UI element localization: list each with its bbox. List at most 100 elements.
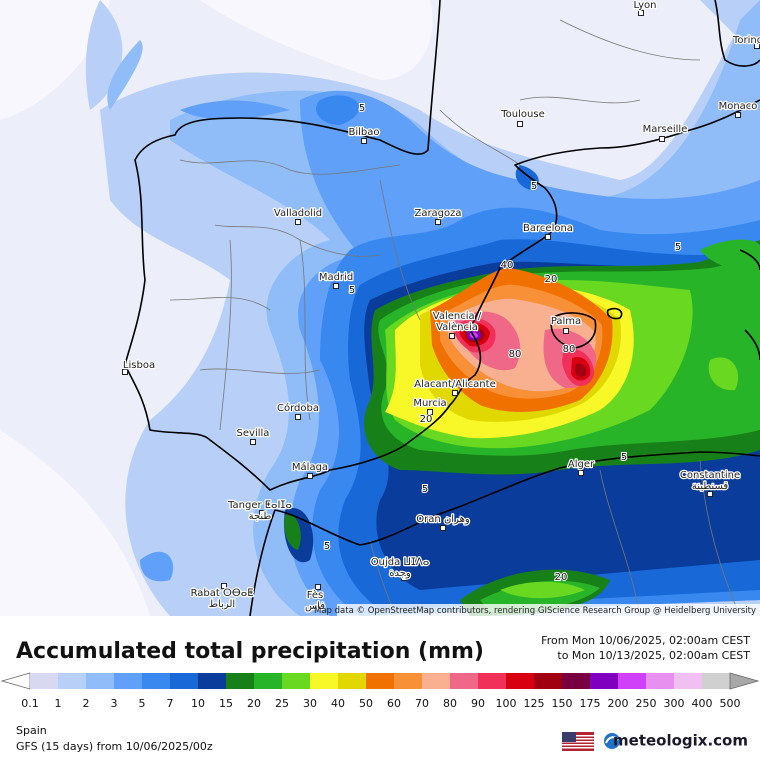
colorbar-label: 400 bbox=[692, 697, 713, 710]
colorbar-label: 60 bbox=[387, 697, 401, 710]
contour-label: 5 bbox=[324, 541, 330, 552]
city-marker bbox=[250, 439, 256, 445]
city-marker bbox=[659, 136, 665, 142]
colorbar-label: 90 bbox=[471, 697, 485, 710]
us-flag bbox=[562, 732, 594, 751]
city-label: Lyon bbox=[633, 0, 656, 11]
city-label: الرباط bbox=[209, 599, 235, 610]
colorbar-swatch bbox=[506, 673, 535, 689]
city-label: Toulouse bbox=[500, 109, 544, 120]
attribution: Map data © OpenStreetMap contributors, r… bbox=[314, 606, 756, 616]
colorbar-swatch bbox=[422, 673, 451, 689]
contour-labels: 5 5 5 5 40 20 20 80 80 5 5 5 20 bbox=[323, 102, 682, 584]
city-label: Valladolid bbox=[274, 208, 322, 219]
colorbar-label: 25 bbox=[275, 697, 289, 710]
map: Lyon Torino Monaco Toulouse Marseille Bilbao V… bbox=[0, 0, 760, 616]
city-label: قسنطينة bbox=[692, 481, 729, 492]
city-label: Rabat ⵔⴱⴰⵟ bbox=[191, 588, 254, 599]
city-marker bbox=[517, 121, 523, 127]
colorbar-label: 3 bbox=[111, 697, 118, 710]
coastlines bbox=[124, 0, 760, 616]
colorbar-label: 5 bbox=[139, 697, 146, 710]
contour-label: 5 bbox=[531, 181, 537, 192]
contour-label: 5 bbox=[422, 484, 428, 495]
colorbar-swatch bbox=[478, 673, 507, 689]
city-marker bbox=[563, 328, 569, 334]
contour-label: 5 bbox=[349, 285, 355, 296]
contour-label: 40 bbox=[501, 260, 514, 271]
colorbar-swatch bbox=[170, 673, 199, 689]
colorbar-label: 200 bbox=[608, 697, 629, 710]
city-label: Bilbao bbox=[348, 127, 379, 138]
city-marker bbox=[295, 414, 301, 420]
city-marker bbox=[221, 583, 227, 589]
city-label: Sevilla bbox=[237, 428, 270, 439]
city-marker bbox=[401, 575, 407, 581]
colorbar-swatch bbox=[142, 673, 171, 689]
city-label: Zaragoza bbox=[414, 208, 461, 219]
city-marker bbox=[122, 369, 128, 375]
colorbar-label: 80 bbox=[443, 697, 457, 710]
legend: Accumulated total precipitation (mm) Fro… bbox=[0, 616, 760, 760]
contour-label: 20 bbox=[555, 572, 568, 583]
contour-label: 20 bbox=[420, 414, 433, 425]
city-label: Monaco bbox=[719, 101, 758, 112]
city-marker bbox=[333, 283, 339, 289]
city-marker bbox=[449, 333, 455, 339]
colorbar-label: 70 bbox=[415, 697, 429, 710]
colorbar-label: 150 bbox=[552, 697, 573, 710]
colorbar-swatch bbox=[646, 673, 675, 689]
city-label: Oran وهران bbox=[416, 514, 470, 525]
colorbar-label: 500 bbox=[720, 697, 741, 710]
colorbar-swatch bbox=[618, 673, 647, 689]
colorbar-label: 300 bbox=[664, 697, 685, 710]
colorbar-swatch bbox=[562, 673, 591, 689]
city-label: Palma bbox=[551, 316, 581, 327]
colorbar: 0.1 1 2 3 5 7 10 15 20 25 30 40 50 60 70 80 90 100 125 150 1… bbox=[0, 672, 760, 710]
city-label: وجدة bbox=[389, 568, 411, 579]
contour-label: 5 bbox=[621, 452, 627, 463]
city-marker bbox=[259, 510, 265, 516]
colorbar-swatch bbox=[534, 673, 563, 689]
contour-label: 20 bbox=[545, 274, 558, 285]
city-label: فاس bbox=[305, 601, 325, 612]
city-marker bbox=[427, 409, 433, 415]
city-marker bbox=[707, 491, 713, 497]
contour-label: 80 bbox=[563, 344, 576, 355]
brand-logo bbox=[604, 733, 620, 749]
colorbar-swatch bbox=[58, 673, 87, 689]
city-label: València bbox=[436, 321, 478, 333]
colorbar-swatch bbox=[310, 673, 339, 689]
colorbar-swatch bbox=[254, 673, 283, 689]
colorbar-swatch bbox=[394, 673, 423, 689]
city-label: Constantine bbox=[680, 470, 740, 481]
colorbar-swatch bbox=[198, 673, 227, 689]
attribution-background bbox=[337, 604, 760, 616]
colorbar-label: 15 bbox=[219, 697, 233, 710]
brand[interactable]: meteologix.com bbox=[613, 732, 748, 750]
city-label: Torino bbox=[732, 35, 760, 46]
legend-title: Accumulated total precipitation (mm) bbox=[16, 639, 484, 664]
city-marker bbox=[735, 112, 741, 118]
city-marker bbox=[435, 219, 441, 225]
region: Spain bbox=[16, 724, 47, 737]
colorbar-swatch bbox=[282, 673, 311, 689]
colorbar-label: 175 bbox=[580, 697, 601, 710]
city-marker bbox=[295, 219, 301, 225]
city-label: طنجة bbox=[249, 511, 272, 522]
colorbar-swatch bbox=[450, 673, 479, 689]
city-marker bbox=[361, 138, 367, 144]
colorbar-label: 125 bbox=[524, 697, 545, 710]
city-label: Fès bbox=[307, 589, 324, 601]
city-label: Barcelona bbox=[523, 223, 573, 234]
city-labels: Lyon Torino Monaco Toulouse Marseille Bilbao V… bbox=[122, 0, 760, 613]
model-run: GFS (15 days) from 10/06/2025/00z bbox=[16, 740, 213, 753]
colorbar-label: 100 bbox=[496, 697, 517, 710]
city-marker bbox=[315, 584, 321, 590]
colorbar-label: 250 bbox=[636, 697, 657, 710]
colorbar-label: 10 bbox=[191, 697, 205, 710]
colorbar-label: 0.1 bbox=[21, 697, 39, 710]
colorbar-swatch bbox=[226, 673, 255, 689]
city-marker bbox=[578, 470, 584, 476]
colorbar-swatch bbox=[366, 673, 395, 689]
